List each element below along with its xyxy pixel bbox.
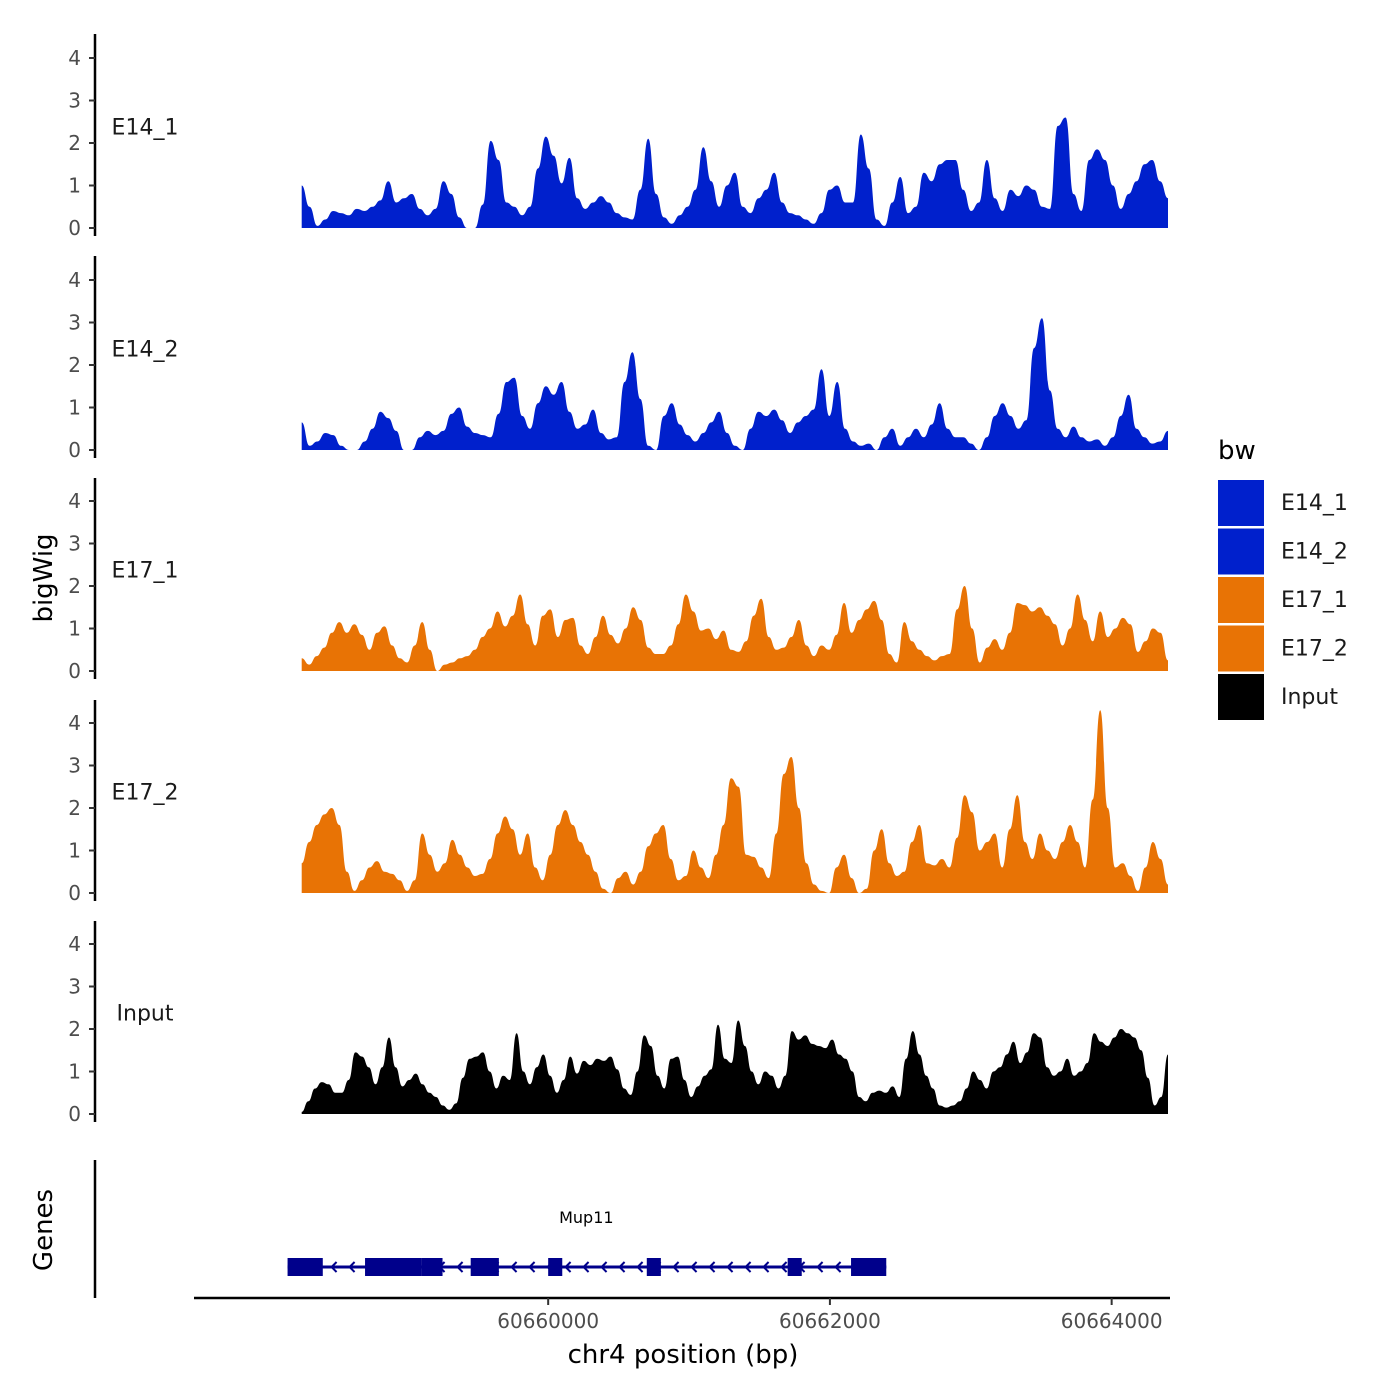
area-series-e17-2 <box>301 710 1168 893</box>
strand-chevron <box>564 1261 572 1273</box>
y-tick-label: 2 <box>68 574 81 598</box>
y-tick-label: 0 <box>68 438 81 462</box>
strand-chevron <box>762 1261 770 1273</box>
legend-swatch-e14-1 <box>1218 480 1264 526</box>
legend-label: E14_2 <box>1281 540 1348 565</box>
y-tick-label: 3 <box>68 754 81 778</box>
y-tick-label: 1 <box>68 1060 81 1084</box>
y-tick-label: 4 <box>68 489 81 513</box>
y-tick-label: 0 <box>68 1102 81 1126</box>
gene-exon <box>851 1258 887 1276</box>
y-tick-label: 1 <box>68 174 81 198</box>
strand-chevron <box>690 1261 698 1273</box>
strand-chevron <box>816 1261 824 1273</box>
strand-chevron <box>834 1261 842 1273</box>
gene-exon <box>287 1258 323 1276</box>
legend-title: bw <box>1218 436 1256 466</box>
area-series-e14-2 <box>301 318 1168 450</box>
track-e17-2: 0 1 2 3 4 E17_2 <box>68 700 1168 905</box>
strand-chevron <box>672 1261 680 1273</box>
area-series-input <box>301 1020 1168 1114</box>
y-tick-label: 1 <box>68 396 81 420</box>
gene-exon <box>646 1258 661 1276</box>
gene-exon <box>470 1258 499 1276</box>
track-e14-2: 0 1 2 3 4 E14_2 <box>68 256 1168 462</box>
y-tick-label: 3 <box>68 975 81 999</box>
gene-exon <box>421 1258 443 1276</box>
legend-label: E17_2 <box>1281 637 1348 662</box>
y-tick-label: 0 <box>68 659 81 683</box>
track-label: Input <box>117 1002 174 1027</box>
x-axis: 60660000 60662000 60664000 <box>194 1296 1170 1333</box>
strand-chevron <box>708 1261 716 1273</box>
y-tick-label: 1 <box>68 617 81 641</box>
legend-label: E17_1 <box>1281 588 1348 613</box>
legend-swatch-e17-2 <box>1218 625 1264 672</box>
strand-chevron <box>636 1261 644 1273</box>
gene-panel: Mup11 <box>93 1160 887 1298</box>
legend-swatch-e17-1 <box>1218 577 1264 623</box>
bigwig-tracks: 0 1 2 3 4 E14_1 0 1 2 3 4 E14_2 0 1 2 3 4 E17_1 0 1 2 3 4 E17_2… <box>68 34 1168 1126</box>
x-tick-label: 60662000 <box>779 1309 881 1333</box>
track-input: 0 1 2 3 4 Input <box>68 921 1168 1126</box>
y-tick-label: 3 <box>68 89 81 113</box>
gene-exon <box>548 1258 563 1276</box>
y-tick-label: 4 <box>68 932 81 956</box>
track-e14-1: 0 1 2 3 4 E14_1 <box>68 34 1168 240</box>
y-tick-label: 1 <box>68 839 81 863</box>
legend-swatch-input <box>1218 674 1264 720</box>
y-tick-label: 2 <box>68 796 81 820</box>
y-tick-label: 0 <box>68 881 81 905</box>
gene-exon <box>787 1258 802 1276</box>
area-series-e14-1 <box>301 117 1168 228</box>
strand-chevron <box>456 1261 464 1273</box>
track-e17-1: 0 1 2 3 4 E17_1 <box>68 478 1168 683</box>
y-tick-label: 3 <box>68 532 81 556</box>
strand-chevron <box>744 1261 752 1273</box>
gene-exon <box>365 1258 422 1276</box>
strand-chevron <box>726 1261 734 1273</box>
genes-axis-title: Genes <box>29 1189 59 1271</box>
y-tick-label: 4 <box>68 711 81 735</box>
gene-name-label: Mup11 <box>559 1208 613 1227</box>
x-tick-label: 60660000 <box>497 1309 599 1333</box>
strand-chevron <box>582 1261 590 1273</box>
y-tick-label: 0 <box>68 216 81 240</box>
strand-chevron <box>348 1261 356 1273</box>
gene-mup11: Mup11 <box>287 1208 887 1276</box>
strand-chevron <box>780 1261 788 1273</box>
strand-chevron <box>528 1261 536 1273</box>
legend: bw E14_1 E14_2 E17_1 E17_2 Input <box>1218 436 1348 720</box>
track-label: E17_2 <box>112 781 179 806</box>
legend-label: E14_1 <box>1281 491 1348 516</box>
legend-label: Input <box>1281 685 1338 710</box>
y-tick-label: 2 <box>68 353 81 377</box>
x-tick-label: 60664000 <box>1061 1309 1163 1333</box>
track-label: E17_1 <box>112 559 179 584</box>
track-label: E14_1 <box>112 116 179 141</box>
strand-chevron <box>510 1261 518 1273</box>
y-tick-label: 2 <box>68 1017 81 1041</box>
y-tick-label: 4 <box>68 268 81 292</box>
strand-chevron <box>600 1261 608 1273</box>
y-tick-label: 2 <box>68 131 81 155</box>
legend-swatch-e14-2 <box>1218 528 1264 575</box>
y-tick-label: 4 <box>68 46 81 70</box>
y-axis-title: bigWig <box>29 533 59 622</box>
area-series-e17-1 <box>301 586 1168 671</box>
strand-chevron <box>330 1261 338 1273</box>
x-axis-title: chr4 position (bp) <box>568 1340 799 1370</box>
y-tick-label: 3 <box>68 311 81 335</box>
track-label: E14_2 <box>112 338 179 363</box>
strand-chevron <box>618 1261 626 1273</box>
